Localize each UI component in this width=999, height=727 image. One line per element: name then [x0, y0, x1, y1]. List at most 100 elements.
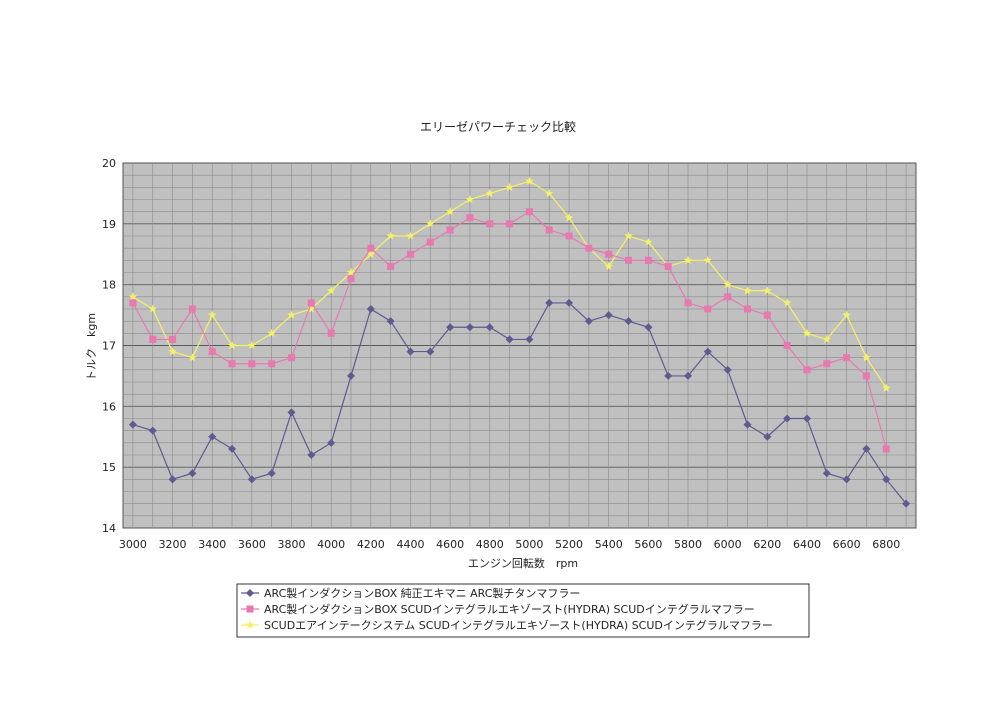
- data-point-star: [604, 261, 613, 271]
- data-point-star: [307, 304, 316, 313]
- data-point-square: [724, 293, 732, 301]
- data-point-diamond: [842, 475, 851, 484]
- x-tick-label: 3400: [198, 538, 226, 551]
- data-point-star: [406, 231, 415, 240]
- x-tick-label: 5200: [555, 538, 583, 551]
- data-point-star: [245, 620, 255, 629]
- data-point-square: [803, 366, 811, 374]
- x-tick-label: 3000: [119, 538, 147, 551]
- series: [129, 208, 890, 453]
- y-axis-ticks: 14 15 16 17 18 19 20: [102, 157, 116, 535]
- y-tick-label: 20: [102, 157, 116, 170]
- data-point-square: [565, 232, 573, 240]
- data-point-diamond: [386, 317, 395, 326]
- data-point-square: [347, 275, 355, 283]
- data-point-diamond: [763, 432, 772, 441]
- data-point-star: [723, 280, 732, 289]
- y-tick-label: 18: [102, 279, 116, 292]
- data-point-diamond: [525, 335, 534, 344]
- data-point-diamond: [208, 432, 217, 441]
- data-point-square: [743, 305, 751, 313]
- x-tick-label: 3200: [159, 538, 187, 551]
- data-point-square: [843, 354, 851, 362]
- data-point-diamond: [783, 414, 792, 423]
- legend-label: ARC製インダクションBOX 純正エキマニ ARC製チタンマフラー: [264, 586, 580, 600]
- data-point-square: [149, 335, 157, 343]
- data-point-star: [644, 237, 653, 246]
- x-tick-label: 5600: [634, 538, 662, 551]
- x-axis-label: エンジン回転数 rpm: [468, 557, 578, 570]
- data-point-square: [486, 220, 494, 228]
- data-point-square: [823, 360, 831, 368]
- data-point-diamond: [267, 469, 276, 478]
- data-point-diamond: [802, 414, 811, 423]
- data-point-diamond: [228, 444, 237, 453]
- data-point-square: [426, 238, 434, 246]
- data-point-star: [703, 255, 713, 264]
- x-tick-label: 4400: [396, 538, 424, 551]
- data-point-square: [288, 354, 296, 362]
- data-point-diamond: [247, 475, 256, 484]
- x-axis-ticks: 3000 3200 3400 3600 3800 4000 4200 4400 4600 4800…: [119, 538, 900, 551]
- data-point-diamond: [188, 469, 197, 478]
- chart-title: エリーゼパワーチェック比較: [420, 119, 576, 134]
- data-point-square: [644, 256, 652, 264]
- series-group: [128, 176, 911, 508]
- data-point-star: [525, 176, 534, 185]
- data-point-diamond: [723, 365, 732, 374]
- data-point-star: [882, 383, 891, 392]
- y-axis-label: トルク kgm: [85, 313, 98, 381]
- data-point-square: [466, 214, 474, 222]
- x-tick-label: 6800: [872, 538, 900, 551]
- y-tick-label: 17: [102, 340, 116, 353]
- data-point-diamond: [307, 451, 316, 459]
- y-tick-label: 15: [102, 461, 116, 474]
- data-point-square: [763, 311, 771, 319]
- legend: ARC製インダクションBOX 純正エキマニ ARC製チタンマフラー ARC製インダ…: [241, 586, 773, 632]
- data-point-square: [129, 299, 137, 307]
- y-tick-label: 14: [102, 522, 116, 535]
- data-point-star: [267, 328, 276, 337]
- legend-item: ARC製インダクションBOX 純正エキマニ ARC製チタンマフラー: [241, 586, 580, 600]
- x-tick-label: 5400: [595, 538, 623, 551]
- data-point-star: [247, 341, 257, 350]
- x-tick-label: 5800: [674, 538, 702, 551]
- data-point-diamond: [246, 589, 254, 597]
- legend-item: ARC製インダクションBOX SCUDインテグラルエキゾースト(HYDRA) S…: [241, 602, 755, 616]
- data-point-star: [148, 304, 157, 313]
- data-point-star: [465, 195, 475, 204]
- x-tick-label: 6600: [833, 538, 861, 551]
- x-tick-label: 6000: [714, 538, 742, 551]
- x-tick-label: 3600: [238, 538, 266, 551]
- x-tick-label: 3800: [278, 538, 306, 551]
- data-point-diamond: [882, 475, 891, 484]
- data-point-star: [505, 182, 514, 191]
- data-point-diamond: [565, 298, 574, 307]
- data-point-star: [822, 334, 832, 344]
- data-point-square: [268, 360, 276, 368]
- data-point-square: [525, 208, 533, 216]
- data-point-diamond: [406, 347, 415, 356]
- data-point-square: [406, 250, 414, 258]
- data-point-square: [704, 305, 712, 313]
- x-tick-label: 6200: [753, 538, 781, 551]
- data-point-diamond: [168, 475, 177, 484]
- data-point-star: [168, 347, 177, 356]
- data-point-diamond: [703, 347, 712, 356]
- legend-box: [236, 583, 810, 638]
- data-point-diamond: [128, 420, 137, 429]
- data-point-square: [625, 256, 633, 264]
- data-point-star: [545, 188, 554, 198]
- data-point-star: [445, 207, 455, 216]
- data-point-diamond: [624, 317, 633, 326]
- data-point-square: [307, 299, 315, 307]
- data-point-star: [227, 341, 237, 350]
- series: [128, 298, 911, 508]
- data-point-diamond: [644, 323, 653, 332]
- data-point-square: [188, 305, 196, 313]
- x-tick-label: 6400: [793, 538, 821, 551]
- data-point-square: [327, 329, 335, 337]
- data-point-star: [564, 213, 574, 222]
- data-point-star: [366, 249, 376, 258]
